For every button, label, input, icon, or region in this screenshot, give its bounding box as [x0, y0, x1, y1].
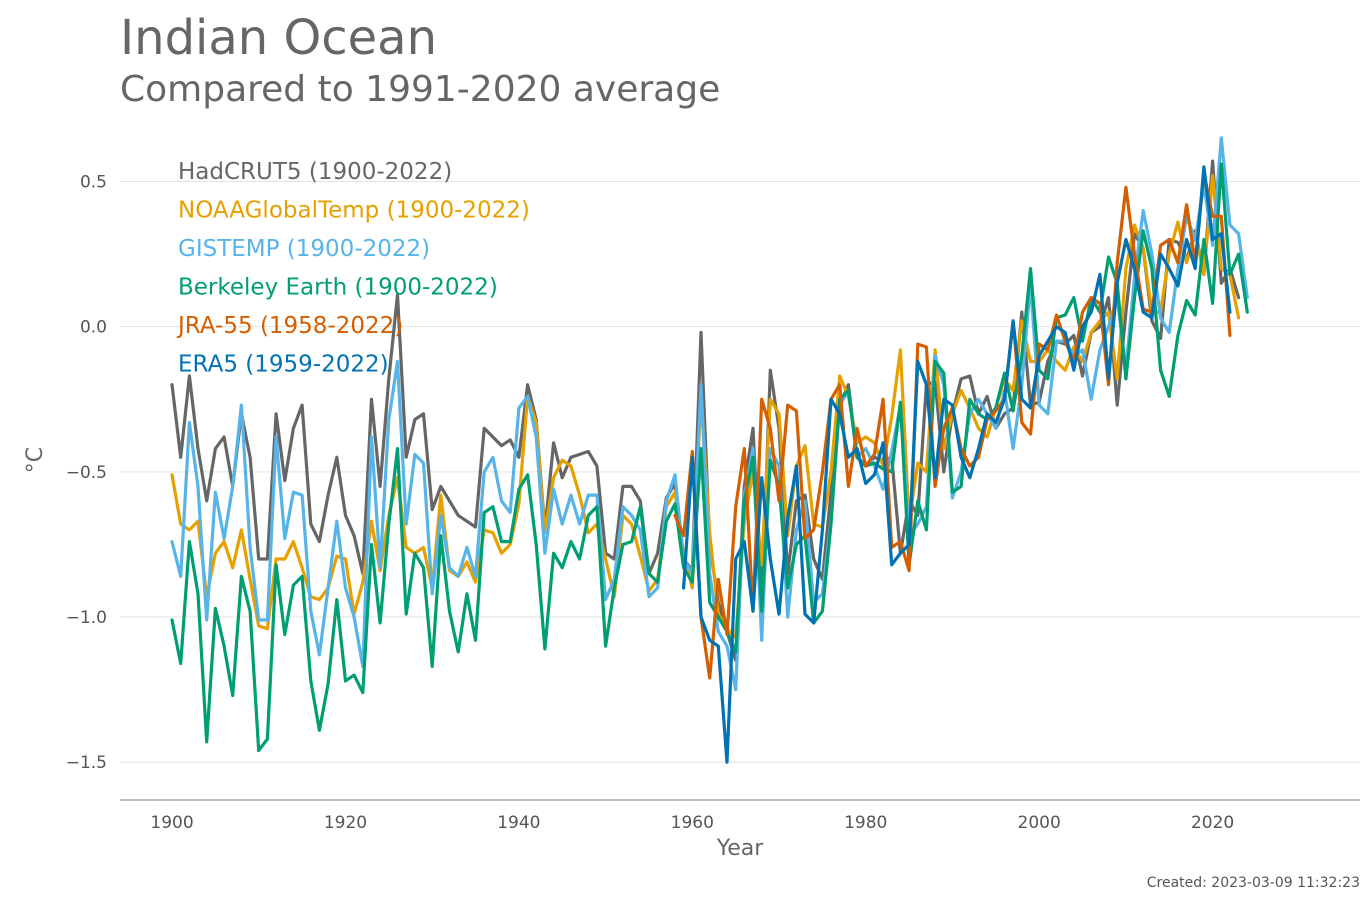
legend: HadCRUT5 (1900-2022) NOAAGlobalTemp (1900…	[176, 159, 530, 378]
chart-title: Indian Ocean	[120, 10, 438, 66]
x-tick-label: 1960	[671, 813, 714, 833]
series-line	[681, 165, 1232, 764]
legend-entry: JRA-55 (1958-2022)	[176, 313, 403, 339]
legend-entry: Berkeley Earth (1900-2022)	[178, 275, 498, 301]
x-tick-label: 1940	[497, 813, 540, 833]
series-lines	[170, 136, 1249, 764]
x-tick-label: 2000	[1018, 813, 1061, 833]
legend-entry: ERA5 (1959-2022)	[178, 352, 389, 378]
y-tick-label: −1.0	[66, 608, 107, 628]
created-timestamp: Created: 2023-03-09 11:32:23	[1146, 875, 1360, 891]
x-tick-label: 1980	[844, 813, 887, 833]
legend-entry: HadCRUT5 (1900-2022)	[178, 159, 452, 185]
series-line	[170, 162, 1249, 753]
y-tick-label: −1.5	[66, 753, 107, 773]
x-tick-label: 2020	[1191, 813, 1234, 833]
x-axis-label: Year	[716, 836, 765, 861]
x-tick-label: 1920	[324, 813, 367, 833]
y-tick-label: −0.5	[66, 463, 107, 483]
legend-entry: NOAAGlobalTemp (1900-2022)	[178, 198, 530, 224]
x-tick-label: 1900	[150, 813, 193, 833]
chart-subtitle: Compared to 1991-2020 average	[120, 69, 721, 110]
x-axis: 1900 1920 1940 1960 1980 2000 2020	[150, 813, 1234, 833]
y-tick-label: 0.5	[80, 172, 107, 192]
y-tick-label: 0.0	[80, 318, 107, 338]
y-axis-label: °C	[23, 447, 48, 473]
y-axis: 0.5 0.0 −0.5 −1.0 −1.5	[66, 172, 107, 773]
legend-entry: GISTEMP (1900-2022)	[178, 236, 430, 262]
